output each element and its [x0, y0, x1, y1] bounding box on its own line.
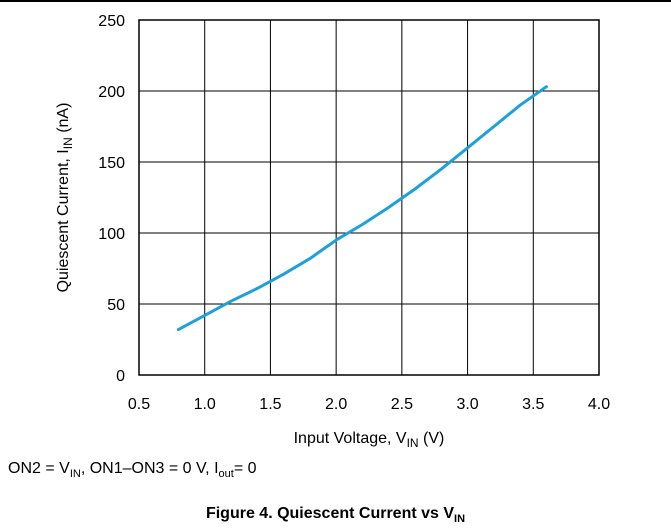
x-axis-label-unit: (V) [419, 430, 445, 447]
y-tick-label: 250 [98, 13, 125, 30]
y-axis-label-unit: (nA) [55, 103, 72, 138]
y-axis-label-sub: IN [61, 137, 75, 149]
y-tick-label: 50 [107, 297, 125, 314]
test-conditions: ON2 = VIN, ON1–ON3 = 0 V, Iout= 0 [8, 460, 257, 480]
y-axis-label: Quiescent Current, IIN (nA) [55, 103, 75, 293]
plot-frame [138, 19, 600, 376]
line-chart: 0.5 1.0 1.5 2.0 2.5 3.0 3.5 4.0 0 50 100 150 200 250… [55, 13, 610, 450]
series-line [176, 85, 548, 332]
x-tick-label: 3.5 [522, 396, 544, 413]
series-group [176, 85, 548, 332]
caption-sub: IN [454, 513, 466, 526]
x-axis-label: Input Voltage, VIN (V) [294, 430, 445, 450]
x-tick-labels: 0.5 1.0 1.5 2.0 2.5 3.0 3.5 4.0 [128, 396, 610, 413]
cond-part-2: , ON1–ON3 = 0 V, I [80, 460, 219, 477]
x-axis-label-sub: IN [407, 436, 419, 450]
top-rule [0, 0, 671, 2]
x-tick-label: 4.0 [588, 396, 610, 413]
y-tick-label: 150 [98, 155, 125, 172]
y-tick-label: 0 [116, 368, 125, 385]
x-axis-label-main: Input Voltage, V [294, 430, 407, 447]
x-tick-label: 2.5 [391, 396, 413, 413]
x-tick-label: 2.0 [325, 396, 347, 413]
x-tick-label: 1.5 [259, 396, 281, 413]
y-tick-labels: 0 50 100 150 200 250 [98, 13, 125, 385]
cond-part-3: = 0 [233, 460, 257, 477]
x-tick-label: 0.5 [128, 396, 150, 413]
cond-sub-2: out [218, 468, 234, 481]
cond-sub-1: IN [69, 468, 81, 481]
grid [138, 19, 600, 376]
x-tick-label: 3.0 [456, 396, 478, 413]
y-tick-label: 200 [98, 84, 125, 101]
y-tick-label: 100 [98, 226, 125, 243]
x-tick-label: 1.0 [194, 396, 216, 413]
cond-part-1: ON2 = V [8, 460, 70, 477]
caption-main: Figure 4. Quiescent Current vs V [205, 505, 455, 522]
y-axis-label-main: Quiescent Current, I [55, 149, 72, 292]
figure-caption: Figure 4. Quiescent Current vs VIN [0, 505, 671, 525]
